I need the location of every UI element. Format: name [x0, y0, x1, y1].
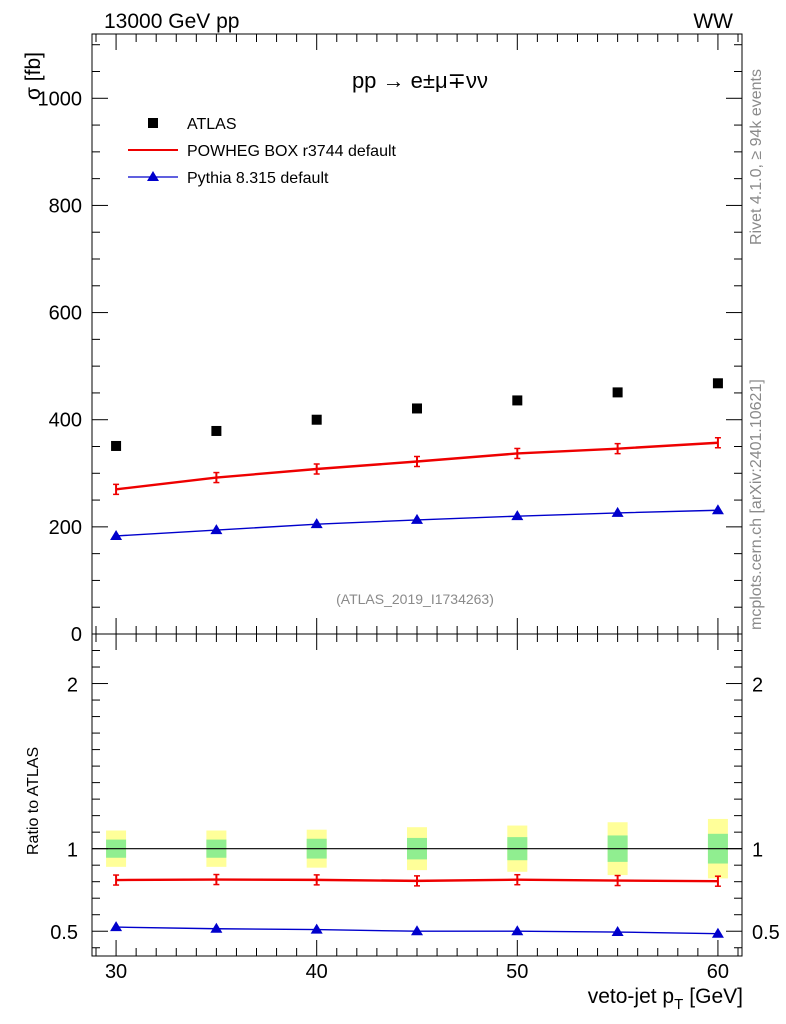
legend-pythia-label: Pythia 8.315 default — [187, 170, 329, 187]
x-axis-label-unit: [GeV] — [689, 985, 743, 1008]
process-tag: WW — [693, 10, 733, 33]
side-note-bottom: mcplots.cern.ch [arXiv:2401.10621] — [748, 379, 765, 630]
ratio-pythia-point — [411, 925, 423, 936]
legend: ATLAS POWHEG BOX r3744 default Pythia 8.… — [128, 116, 397, 187]
ratio-data — [110, 873, 724, 938]
main-y-tick-label: 0 — [71, 624, 82, 646]
ratio-y-tick-label-right: 1 — [752, 840, 763, 862]
main-y-tick-label: 1000 — [38, 88, 83, 110]
pythia-point — [310, 518, 323, 529]
ratio-pythia-point — [611, 926, 624, 937]
pythia-point — [110, 529, 123, 540]
ratio-y-tick-label-right: 0.5 — [752, 922, 780, 944]
ratio-axes: 0.5 0.5 1 1 2 2 30 40 50 60 — [50, 633, 780, 983]
ratio-panel-frame — [91, 633, 743, 957]
pythia-point — [711, 504, 724, 515]
main-y-label: σ [fb] — [22, 52, 45, 100]
atlas-point — [111, 440, 122, 451]
ratio-y-tick-label-right: 2 — [752, 675, 763, 697]
pythia-point — [511, 510, 524, 521]
side-note-top: Rivet 4.1.0, ≥ 94k events — [748, 69, 765, 245]
atlas-point — [512, 395, 523, 406]
ratio-pythia-point — [110, 921, 123, 932]
x-axis-label-main: veto-jet p — [588, 985, 674, 1008]
energy-label: 13000 GeV pp — [104, 10, 239, 33]
main-y-tick-label: 800 — [49, 195, 82, 217]
atlas-point — [612, 387, 623, 398]
main-axes: 0 200 400 600 800 1000 — [38, 34, 742, 646]
main-data — [110, 378, 724, 540]
process-title: pp → e±μ∓νν — [352, 68, 488, 93]
ratio-y-tick-label: 1 — [67, 840, 78, 862]
x-tick-label: 40 — [306, 961, 328, 983]
legend-atlas-marker — [148, 118, 158, 128]
ratio-y-label: Ratio to ATLAS — [25, 747, 42, 855]
ratio-pythia-point — [711, 927, 724, 938]
main-y-tick-label: 600 — [49, 303, 82, 325]
x-tick-label: 60 — [707, 961, 729, 983]
ratio-y-tick-label: 2 — [67, 675, 78, 697]
pythia-point — [611, 506, 624, 517]
pythia-point — [411, 513, 423, 524]
atlas-point — [211, 425, 222, 436]
x-tick-label: 30 — [105, 961, 127, 983]
pythia-point — [210, 524, 223, 535]
legend-atlas-label: ATLAS — [187, 116, 237, 133]
atlas-point — [712, 378, 723, 389]
ratio-pythia-point — [511, 925, 524, 936]
x-axis-label: veto-jet pT [GeV] — [588, 985, 743, 1013]
x-axis-label-sub: T — [674, 996, 683, 1013]
ratio-y-tick-label: 0.5 — [50, 922, 78, 944]
analysis-id: (ATLAS_2019_I1734263) — [336, 591, 494, 607]
ratio-pythia-point — [310, 923, 323, 934]
atlas-point — [311, 414, 322, 425]
atlas-point — [412, 403, 422, 414]
main-y-tick-label: 200 — [49, 517, 82, 539]
legend-powheg-label: POWHEG BOX r3744 default — [187, 143, 397, 160]
main-y-tick-label: 400 — [49, 410, 82, 432]
ratio-pythia-point — [210, 922, 223, 933]
x-tick-label: 50 — [506, 961, 528, 983]
legend-pythia-marker — [147, 171, 159, 181]
